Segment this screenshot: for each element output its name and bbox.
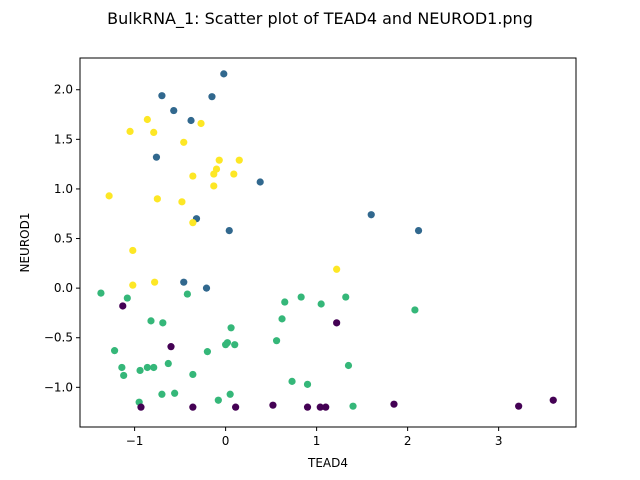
data-point <box>105 192 113 200</box>
data-point <box>151 278 159 286</box>
data-point <box>120 371 128 380</box>
data-point <box>220 70 228 78</box>
y-tick-label: 2.0 <box>54 83 73 97</box>
data-point <box>215 156 223 164</box>
data-point <box>303 403 312 411</box>
data-point <box>227 324 235 332</box>
data-point <box>210 170 218 178</box>
data-point <box>225 227 233 235</box>
data-point <box>256 178 264 186</box>
data-point <box>549 396 557 404</box>
data-point <box>110 347 119 355</box>
data-point <box>129 246 137 255</box>
data-point <box>97 289 105 297</box>
y-tick-label: 0.0 <box>54 281 73 295</box>
x-tick-label: −1 <box>126 434 144 448</box>
data-point <box>414 227 423 235</box>
data-point <box>136 366 144 375</box>
data-point <box>333 265 341 273</box>
y-tick-label: −1.0 <box>44 380 73 394</box>
data-point <box>269 401 277 409</box>
data-point <box>150 363 158 372</box>
data-point <box>119 302 127 310</box>
y-axis-label: NEUROD1 <box>18 213 32 273</box>
points-layer <box>97 70 557 411</box>
y-tick-label: 1.0 <box>54 182 73 196</box>
data-point <box>147 317 155 325</box>
data-point <box>143 115 151 124</box>
y-tick-label: −0.5 <box>44 331 73 345</box>
data-point <box>171 389 179 397</box>
data-point <box>158 92 166 100</box>
data-point <box>189 219 197 227</box>
data-point <box>189 403 197 411</box>
data-point <box>342 293 350 301</box>
data-point <box>180 138 188 146</box>
data-point <box>202 284 211 292</box>
data-point <box>235 156 243 164</box>
data-point <box>167 343 175 351</box>
x-tick-label: 3 <box>495 434 503 448</box>
data-point <box>322 403 330 411</box>
data-point <box>411 306 419 314</box>
data-point <box>203 348 212 356</box>
data-point <box>118 363 126 372</box>
data-point <box>231 341 239 349</box>
data-point <box>272 337 281 345</box>
data-point <box>126 127 134 135</box>
data-point <box>226 390 234 398</box>
y-tick-label: 1.5 <box>54 132 73 146</box>
x-tick-label: 1 <box>313 434 321 448</box>
data-point <box>189 172 197 180</box>
data-point <box>164 359 172 368</box>
data-point <box>222 341 230 349</box>
data-point <box>288 377 296 385</box>
data-point <box>367 211 375 219</box>
data-point <box>152 153 161 161</box>
data-point <box>143 363 151 372</box>
chart-title: BulkRNA_1: Scatter plot of TEAD4 and NEU… <box>107 9 533 29</box>
data-point <box>390 400 398 408</box>
data-point <box>158 390 166 398</box>
data-point <box>153 195 161 203</box>
data-point <box>170 106 178 115</box>
data-point <box>278 315 286 323</box>
y-axis: −1.0 −0.5 0.0 0.5 1.0 1.5 2.0 <box>44 83 80 394</box>
data-point <box>189 370 197 379</box>
data-point <box>210 182 218 190</box>
data-point <box>214 396 222 404</box>
data-point <box>349 402 357 410</box>
data-point <box>159 319 167 327</box>
data-point <box>183 290 191 298</box>
data-point <box>344 361 353 370</box>
y-tick-label: 0.5 <box>54 232 73 246</box>
plot-frame <box>79 57 577 428</box>
data-point <box>281 298 289 306</box>
data-point <box>316 403 324 411</box>
data-point <box>180 278 188 286</box>
data-point <box>197 119 205 128</box>
data-point <box>515 402 523 410</box>
x-axis: −1 0 1 2 3 <box>126 427 503 448</box>
data-point <box>232 403 240 411</box>
data-point <box>129 281 137 289</box>
data-point <box>123 294 131 302</box>
data-point <box>208 93 216 101</box>
data-point <box>317 300 325 308</box>
x-tick-label: 2 <box>404 434 412 448</box>
x-tick-label: 0 <box>222 434 230 448</box>
data-point <box>178 198 186 206</box>
x-axis-label: TEAD4 <box>307 456 348 470</box>
data-point <box>137 403 145 411</box>
data-point <box>150 128 158 136</box>
data-point <box>187 116 195 125</box>
data-point <box>303 380 312 388</box>
data-point <box>230 170 238 178</box>
data-point <box>333 319 341 327</box>
data-point <box>297 293 305 301</box>
